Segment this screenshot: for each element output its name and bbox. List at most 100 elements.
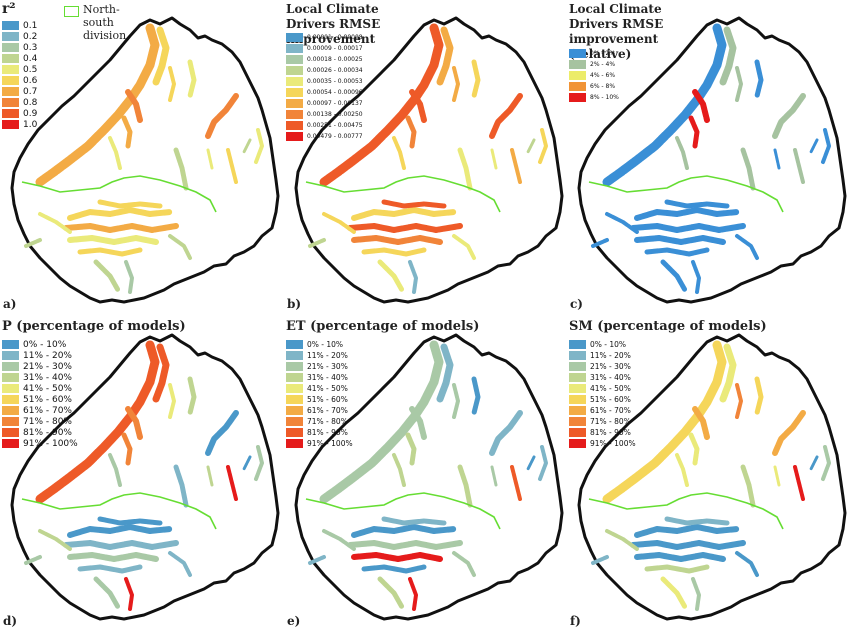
legend-label: 31% - 40% [23, 372, 72, 383]
river-segment [691, 260, 701, 294]
legend-swatch [286, 351, 303, 360]
river-segment [67, 524, 173, 538]
legend-swatch [2, 395, 19, 404]
river-segment [67, 207, 173, 221]
river-segment [664, 199, 730, 209]
legend-item: 51% - 60% [286, 394, 353, 405]
legend-item: 0.1 [2, 20, 37, 31]
river-segment [152, 343, 170, 403]
river-segment [77, 247, 143, 257]
river-segment [719, 343, 737, 403]
legend-label: 91% - 100% [23, 438, 78, 449]
map-a [10, 16, 280, 304]
legend-item: 0.00097 - 0.00137 [286, 98, 363, 109]
legend-item: 0.00035 - 0.00053 [286, 76, 363, 87]
legend-label: 51% - 60% [307, 395, 348, 404]
river-segment [187, 376, 197, 416]
legend-swatch [569, 340, 586, 349]
legend-item: 0% - 10% [286, 339, 353, 350]
legend-swatch [286, 99, 303, 108]
panel-a: r² North-south division 0.1 0.2 0.3 0.4 0.5 0… [0, 0, 283, 317]
river-segment [67, 552, 159, 562]
legend-swatch [2, 76, 19, 85]
north-south-division-line [21, 175, 217, 213]
legend-label: 11% - 20% [307, 351, 348, 360]
legend-swatch [286, 77, 303, 86]
river-segment [206, 148, 214, 170]
river-segment [381, 516, 447, 526]
legend-b: 0.00001 - 0.00008 0.00009 - 0.00017 0.0001… [286, 32, 363, 142]
river-segment [490, 465, 498, 487]
river-segment [809, 138, 819, 154]
legend-swatch [569, 395, 586, 404]
legend-swatch [2, 428, 19, 437]
river-segment [773, 148, 781, 170]
legend-swatch [286, 340, 303, 349]
river-segment [688, 115, 700, 149]
legend-e: 0% - 10% 11% - 20% 21% - 30% 31% - 40% 41% -… [286, 339, 353, 449]
legend-item: 0.00138 - 0.00250 [286, 109, 363, 120]
river-segment [452, 383, 460, 419]
river-segment [630, 540, 746, 550]
legend-item: 0.00479 - 0.00777 [286, 131, 363, 142]
river-segment [644, 247, 710, 257]
legend-swatch [2, 340, 19, 349]
basin-outline [10, 16, 280, 304]
river-segment [168, 383, 176, 419]
north-south-division-line [588, 175, 784, 213]
river-segment [457, 464, 473, 508]
legend-label: 51% - 60% [590, 395, 631, 404]
river-segment [634, 235, 726, 245]
river-segment [490, 148, 498, 170]
legend-swatch [2, 21, 19, 30]
river-segment [735, 383, 743, 419]
legend-label: 8% - 10% [590, 94, 619, 101]
river-segment [125, 89, 143, 123]
legend-swatch [569, 82, 586, 91]
river-segment [347, 223, 463, 233]
legend-item: 81% - 90% [2, 427, 78, 438]
legend-item: 0.00009 - 0.00017 [286, 43, 363, 54]
legend-item: 0.00251 - 0.00475 [286, 120, 363, 131]
legend-swatch [286, 373, 303, 382]
legend-item: 91% - 100% [286, 438, 353, 449]
legend-swatch [2, 384, 19, 393]
river-segment [691, 577, 701, 611]
river-segment [121, 432, 133, 466]
river-segment [809, 455, 819, 471]
legend-swatch [2, 43, 19, 52]
river-segment [692, 406, 710, 440]
panel-f: SM (percentage of models) 0% - 10% 11% - … [567, 317, 850, 634]
legend-label: 0.3 [23, 42, 38, 53]
legend-label: 31% - 40% [307, 373, 348, 382]
legend-swatch [2, 98, 19, 107]
panel-label-c: c) [570, 297, 583, 311]
legend-item: 0% - 2% [569, 48, 619, 59]
river-segment [319, 23, 444, 187]
river-segment [242, 138, 252, 154]
division-swatch [64, 6, 79, 17]
legend-label: 0.4 [23, 53, 38, 64]
basin-outline [577, 16, 847, 304]
legend-swatch [286, 110, 303, 119]
river-segment [452, 234, 476, 260]
river-segment [821, 445, 831, 481]
river-segment [405, 115, 417, 149]
legend-label: 1.0 [23, 119, 38, 130]
legend-label: 0.00009 - 0.00017 [307, 45, 363, 52]
river-segment [93, 259, 121, 293]
legend-swatch [2, 109, 19, 118]
legend-label: 0.2 [23, 31, 38, 42]
river-segment [125, 406, 143, 440]
legend-label: 0% - 10% [23, 339, 67, 350]
river-segment [644, 564, 710, 574]
river-segment [205, 410, 239, 456]
river-segment [510, 465, 522, 501]
river-segment [35, 340, 160, 504]
legend-item: 11% - 20% [2, 350, 78, 361]
legend-item: 31% - 40% [569, 372, 636, 383]
river-segment [602, 340, 727, 504]
legend-label: 0.8 [23, 97, 38, 108]
river-segment [692, 89, 710, 123]
river-segment [206, 465, 214, 487]
